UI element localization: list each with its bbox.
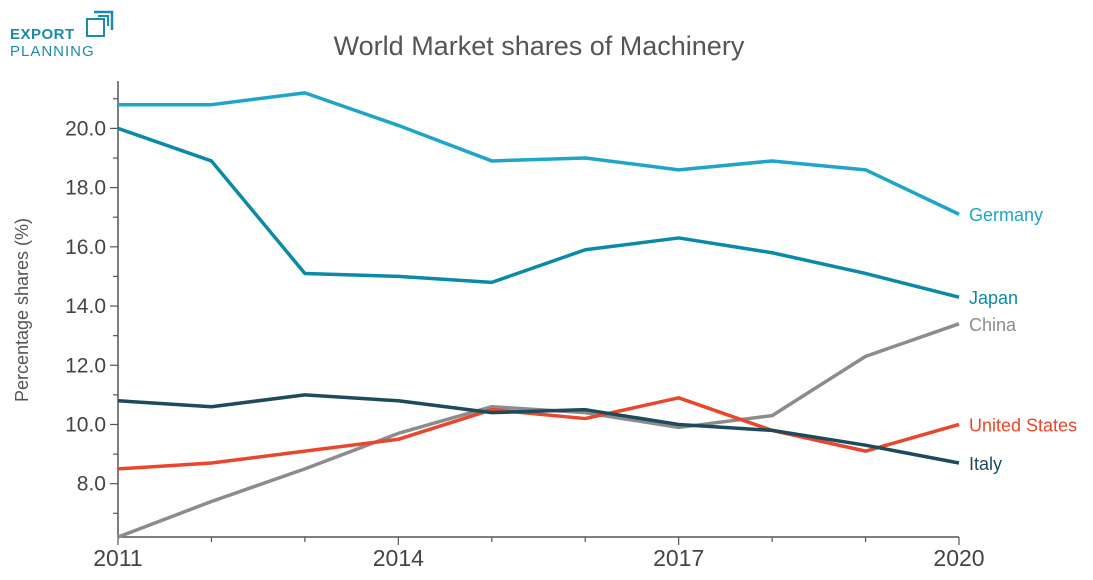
y-axis-label: Percentage shares (%) xyxy=(12,218,32,402)
y-tick-label: 20.0 xyxy=(65,117,106,140)
series-line-italy xyxy=(117,393,960,465)
y-tick-label: 18.0 xyxy=(65,177,106,200)
series-label-germany: Germany xyxy=(969,205,1043,225)
x-tick-label: 2014 xyxy=(373,545,424,571)
y-tick-label: 14.0 xyxy=(65,295,106,318)
y-tick-label: 16.0 xyxy=(65,236,106,259)
chart-title: World Market shares of Machinery xyxy=(334,31,745,61)
series-label-united-states: United States xyxy=(969,415,1077,435)
logo-text-planning: PLANNING xyxy=(10,43,95,60)
y-tick-label: 10.0 xyxy=(65,413,106,436)
series-line-germany xyxy=(118,91,960,216)
export-planning-logo: EXPORT PLANNING xyxy=(10,10,120,62)
axes: 8.0 10.0 12.0 14.0 16.0 18.0 20.0 2011 2014 2017 2… xyxy=(65,81,985,571)
x-tick-label: 2011 xyxy=(93,545,142,571)
series-label-china: China xyxy=(969,315,1017,335)
logo-text-export: EXPORT xyxy=(10,26,75,43)
x-tick-label: 2020 xyxy=(933,545,984,571)
series-line-china xyxy=(117,322,960,539)
y-tick-label: 8.0 xyxy=(77,473,106,496)
series-label-italy: Italy xyxy=(969,454,1002,474)
series-label-japan: Japan xyxy=(969,288,1018,308)
series-line-japan xyxy=(117,126,960,299)
y-tick-label: 12.0 xyxy=(65,354,106,377)
x-tick-label: 2017 xyxy=(653,545,704,571)
series-labels: Germany Japan China United States Italy xyxy=(969,205,1077,474)
series-line-united-states xyxy=(117,396,960,471)
series-lines xyxy=(117,91,960,539)
logo-squares-icon xyxy=(86,10,114,37)
